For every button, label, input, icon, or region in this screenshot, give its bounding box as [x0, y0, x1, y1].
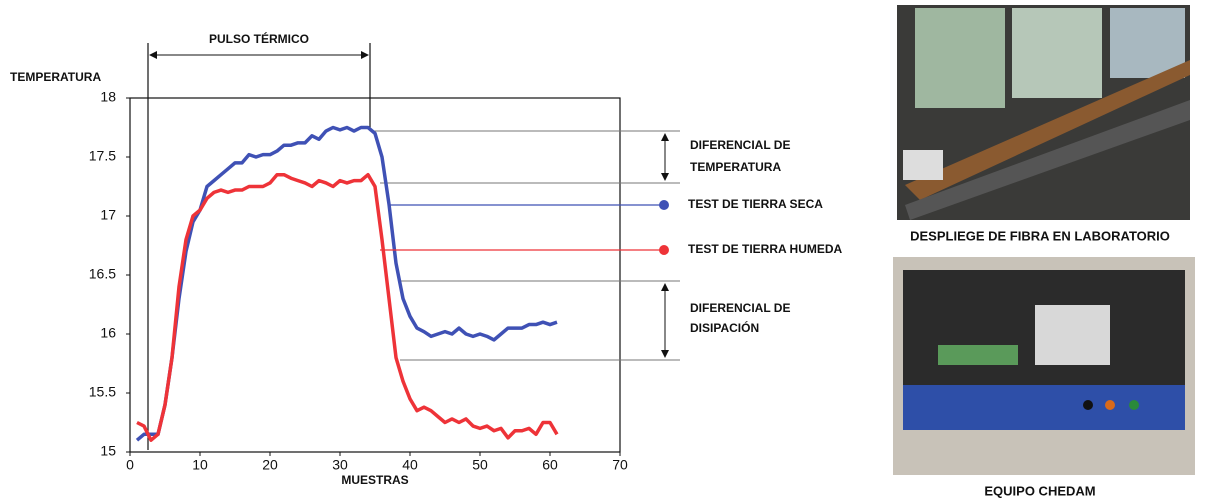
plot-frame [129, 97, 621, 453]
y-axis-label: TEMPERATURA [10, 70, 101, 84]
connectors [938, 345, 1018, 365]
rail [905, 100, 1190, 220]
cloth [903, 150, 943, 180]
window [1012, 8, 1102, 98]
legend-label: TEST DE TIERRA HUMEDA [688, 242, 843, 256]
data-line [136, 172, 559, 442]
button [1083, 400, 1093, 410]
diff-lines [372, 130, 680, 361]
x-tick-label: 50 [472, 457, 488, 473]
data-line [135, 125, 558, 442]
y-tick-label: 17.5 [89, 148, 116, 164]
button [1105, 400, 1115, 410]
y-tick-label: 18 [100, 89, 116, 105]
x-tick-label: 20 [262, 457, 278, 473]
annotation: DIFERENCIAL DE [690, 138, 790, 152]
device [1035, 305, 1110, 365]
photo-equipment [893, 257, 1195, 475]
x-tick-label: 40 [402, 457, 418, 473]
x-tick-label: 60 [542, 457, 558, 473]
button [1129, 400, 1139, 410]
window [1110, 8, 1185, 78]
y-tick-label: 15.5 [89, 384, 116, 400]
x-tick-label: 10 [192, 457, 208, 473]
fiber-rail [905, 60, 1190, 200]
x-tick-label: 70 [612, 457, 628, 473]
y-tick-label: 16.5 [89, 266, 116, 282]
photo-caption: DESPLIEGE DE FIBRA EN LABORATORIO [910, 228, 1170, 243]
legend-label: TEST DE TIERRA SECA [688, 197, 823, 211]
photo-lab [897, 5, 1190, 220]
x-tick-label: 0 [126, 457, 134, 473]
y-tick-label: 15 [100, 443, 116, 459]
x-tick-label: 30 [332, 457, 348, 473]
pulse-label: PULSO TÉRMICO [209, 31, 309, 46]
y-tick-label: 16 [100, 325, 116, 341]
annotation: TEMPERATURA [690, 160, 781, 174]
window [915, 8, 1005, 108]
legend-marker [659, 245, 669, 255]
legend-marker [659, 200, 669, 210]
annotation: DIFERENCIAL DE [690, 301, 790, 315]
x-axis-label: MUESTRAS [341, 473, 408, 487]
annotation: DISIPACIÓN [690, 320, 759, 335]
photo-caption: EQUIPO CHEDAM [984, 483, 1095, 498]
chedam-unit [903, 385, 1185, 430]
y-tick-label: 17 [100, 207, 116, 223]
